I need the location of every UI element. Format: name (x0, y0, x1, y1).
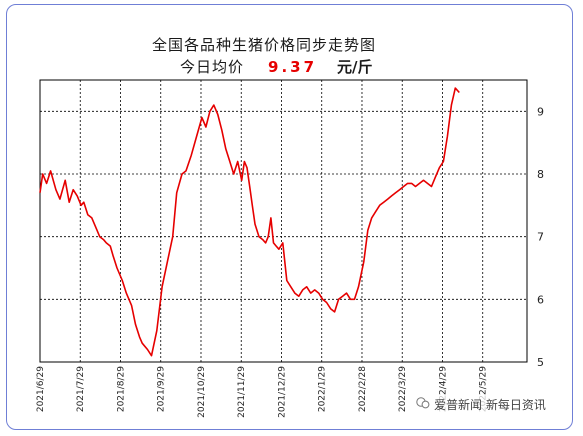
x-axis-ticks: 2021/6/29 2021/7/29 2021/8/29 2021/9/29 2021… (36, 366, 489, 418)
watermark-text: 爱普新闻 新每日资讯 (434, 396, 546, 413)
x-tick-label: 2022/3/29 (398, 366, 408, 412)
grid-lines (39, 80, 527, 363)
x-tick-label: 2021/11/29 (237, 366, 247, 418)
x-tick-label: 2021/8/29 (116, 366, 126, 412)
average-price-unit: 元/斤 (337, 58, 373, 76)
average-price-value: 9.37 (268, 58, 318, 76)
series-line (39, 87, 460, 357)
x-tick-label: 2022/4/29 (438, 366, 448, 412)
y-tick-label: 8 (537, 168, 544, 181)
wechat-icon (416, 397, 430, 409)
y-tick-label: 6 (537, 293, 544, 306)
x-tick-label: 2022/1/29 (318, 366, 328, 412)
x-tick-label: 2021/12/29 (277, 366, 287, 418)
plot-area (39, 79, 528, 363)
chart-frame (6, 4, 573, 430)
x-tick-label: 2022/2/28 (358, 366, 368, 412)
x-tick-label: 2022/5/29 (479, 366, 489, 412)
y-tick-label: 9 (537, 105, 544, 118)
average-price-label: 今日均价 (180, 58, 245, 76)
x-tick-label: 2021/7/29 (76, 366, 86, 412)
x-tick-label: 2021/10/29 (197, 366, 207, 418)
x-tick-label: 2021/9/29 (157, 366, 167, 412)
chart-title: 全国各品种生猪价格同步走势图 (152, 36, 377, 54)
x-tick-label: 2021/6/29 (36, 366, 46, 412)
y-tick-label: 7 (537, 231, 544, 244)
average-price-row: 今日均价 9.37 元/斤 (180, 56, 373, 77)
y-axis-ticks: 5 6 7 8 9 (537, 105, 544, 369)
y-tick-label: 5 (537, 356, 544, 369)
